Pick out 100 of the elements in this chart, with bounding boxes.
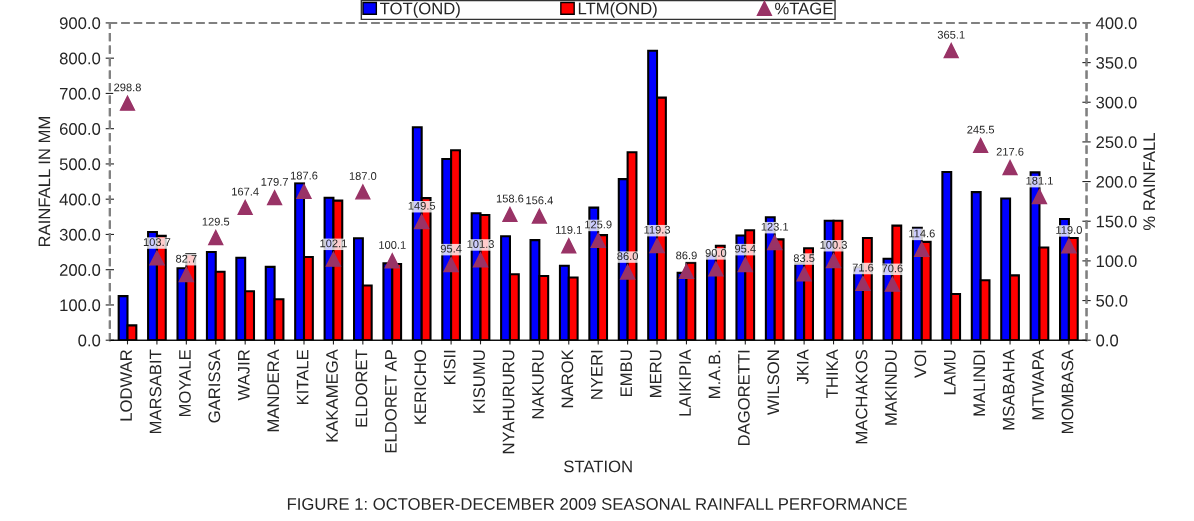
data-label: 119.1 bbox=[556, 225, 582, 234]
point bbox=[943, 42, 959, 59]
data-label: 365.1 bbox=[937, 30, 965, 39]
y2-tick-label: 200.0 bbox=[1096, 175, 1137, 188]
x-tick-label: EMBU bbox=[620, 350, 633, 397]
y-tick-label: 300.0 bbox=[59, 228, 101, 241]
point bbox=[649, 237, 665, 254]
x-axis-title: STATION bbox=[564, 460, 632, 473]
data-label: 101.3 bbox=[467, 240, 494, 248]
x-tick-label: MANDERA bbox=[267, 349, 279, 432]
caption: FIGURE 1: OCTOBER-DECEMBER 2009 SEASONAL RAINFALL PERFORMANCE bbox=[287, 498, 907, 510]
data-label: 119.3 bbox=[644, 225, 671, 234]
point bbox=[972, 137, 989, 154]
point bbox=[561, 238, 577, 254]
point bbox=[708, 261, 724, 277]
point bbox=[1061, 238, 1077, 254]
data-label: 125.9 bbox=[585, 220, 612, 229]
y-axis-title: RAINFALL IN MM bbox=[38, 117, 51, 247]
x-tick-label: GARISSA bbox=[208, 349, 221, 423]
data-label: 95.4 bbox=[735, 244, 756, 253]
y2-tick-label: 50.0 bbox=[1096, 294, 1128, 307]
x-tick-label: VOI bbox=[914, 350, 927, 378]
data-label: 167.4 bbox=[232, 187, 259, 196]
point bbox=[266, 190, 283, 206]
data-label: 100.1 bbox=[379, 241, 406, 249]
x-tick-label: WAJIR bbox=[238, 350, 250, 401]
x-tick-label: KISII bbox=[443, 350, 456, 384]
data-label: 149.5 bbox=[408, 201, 436, 210]
x-tick-label: MOYALE bbox=[179, 349, 191, 417]
data-label: 119.0 bbox=[1056, 226, 1082, 234]
point bbox=[1002, 159, 1018, 176]
data-label: 217.6 bbox=[996, 147, 1024, 156]
x-tick-label: NYERI bbox=[591, 350, 603, 399]
data-label: 114.6 bbox=[909, 229, 935, 238]
data-label: 95.4 bbox=[440, 244, 462, 253]
x-tick-label: ELDORET AP bbox=[384, 350, 397, 453]
data-label: 102.1 bbox=[320, 239, 347, 248]
y-tick-label: 100.0 bbox=[60, 299, 101, 312]
data-label: 82.7 bbox=[176, 254, 197, 263]
data-label: 83.5 bbox=[793, 254, 815, 263]
data-label: 123.1 bbox=[761, 222, 789, 231]
y-tick-label: 600.0 bbox=[59, 123, 101, 135]
point bbox=[355, 184, 371, 200]
point bbox=[855, 275, 871, 292]
x-tick-label: LAMU bbox=[944, 350, 956, 395]
y2-tick-label: 100.0 bbox=[1096, 255, 1137, 268]
point bbox=[796, 266, 812, 282]
data-label: 90.0 bbox=[705, 249, 727, 257]
data-label: 245.5 bbox=[967, 125, 995, 134]
x-tick-label: MACHAKOS bbox=[855, 350, 868, 444]
y-tick-label: 900.0 bbox=[59, 17, 101, 30]
x-tick-label: KITALE bbox=[296, 349, 309, 405]
data-label: 86.0 bbox=[617, 252, 638, 261]
legend-label: TOT(OND) bbox=[380, 2, 460, 18]
data-label: 70.6 bbox=[882, 264, 903, 273]
point bbox=[619, 264, 636, 280]
point bbox=[414, 213, 430, 230]
point bbox=[1031, 188, 1048, 205]
point bbox=[884, 276, 901, 292]
x-tick-label: MERU bbox=[649, 350, 662, 397]
x-tick-label: MALINDI bbox=[973, 350, 985, 416]
y-tick-label: 200.0 bbox=[59, 264, 101, 276]
data-label: 103.7 bbox=[143, 238, 171, 247]
point bbox=[178, 266, 194, 283]
x-tick-label: KERICHO bbox=[414, 350, 427, 424]
data-label: 179.7 bbox=[261, 177, 288, 186]
data-label: 86.9 bbox=[676, 251, 697, 260]
data-label: 158.6 bbox=[496, 194, 524, 203]
point bbox=[767, 234, 783, 251]
x-tick-label: KAKAMEGA bbox=[326, 349, 338, 442]
point bbox=[825, 253, 842, 269]
data-label: 100.3 bbox=[820, 240, 847, 249]
x-tick-label: M.A.B. bbox=[708, 350, 721, 398]
x-tick-label: ELDORET bbox=[355, 349, 368, 427]
x-tick-label: THIKA bbox=[826, 349, 838, 398]
data-label: 187.0 bbox=[349, 172, 377, 180]
point bbox=[472, 252, 489, 268]
data-label: 71.6 bbox=[852, 263, 874, 272]
x-tick-label: MARSABIT bbox=[149, 349, 162, 434]
point bbox=[502, 206, 518, 223]
point bbox=[443, 256, 459, 273]
y2-tick-label: 350.0 bbox=[1096, 56, 1137, 69]
x-tick-label: NYAHURURU bbox=[502, 350, 515, 454]
y2-tick-label: 300.0 bbox=[1096, 96, 1137, 109]
data-label: 187.6 bbox=[290, 171, 318, 180]
data-label: 129.5 bbox=[202, 217, 230, 226]
y2-tick-label: 250.0 bbox=[1096, 136, 1137, 149]
data-label: 156.4 bbox=[526, 196, 553, 205]
x-tick-label: LAIKIPIA bbox=[679, 349, 691, 416]
x-tick-label: JKIA bbox=[796, 349, 809, 385]
x-tick-label: WILSON bbox=[767, 350, 780, 415]
point bbox=[119, 95, 136, 111]
x-tick-label: MTWAPA bbox=[1032, 349, 1044, 420]
x-tick-label: MOMBASA bbox=[1061, 349, 1074, 434]
y2-tick-label: 400.0 bbox=[1095, 17, 1137, 30]
point bbox=[237, 199, 253, 216]
point bbox=[914, 241, 930, 257]
x-tick-label: KISUMU bbox=[473, 350, 485, 413]
point bbox=[149, 250, 165, 266]
data-label: 181.1 bbox=[1026, 176, 1053, 185]
